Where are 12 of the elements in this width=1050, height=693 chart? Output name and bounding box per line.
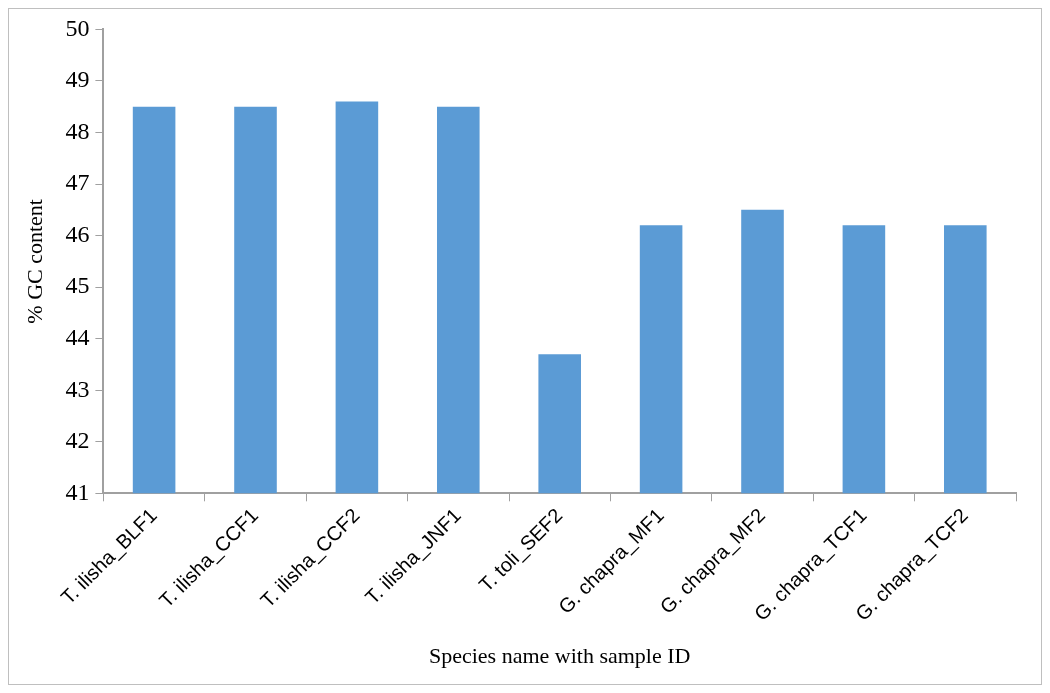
y-tick-label: 49 bbox=[65, 66, 90, 93]
y-tick-label: 44 bbox=[65, 323, 90, 350]
y-tick-label: 50 bbox=[65, 14, 90, 41]
y-tick-label: 41 bbox=[65, 478, 90, 505]
y-tick-label: 48 bbox=[65, 117, 90, 144]
y-tick-label: 42 bbox=[65, 427, 90, 454]
y-axis-title: % GC content bbox=[21, 199, 47, 324]
y-tick-label: 47 bbox=[65, 169, 90, 196]
x-axis-title: Species name with sample ID bbox=[428, 642, 691, 668]
y-tick-label: 43 bbox=[65, 375, 90, 402]
y-tick-label: 46 bbox=[65, 220, 90, 247]
y-tick-label: 45 bbox=[65, 272, 90, 299]
